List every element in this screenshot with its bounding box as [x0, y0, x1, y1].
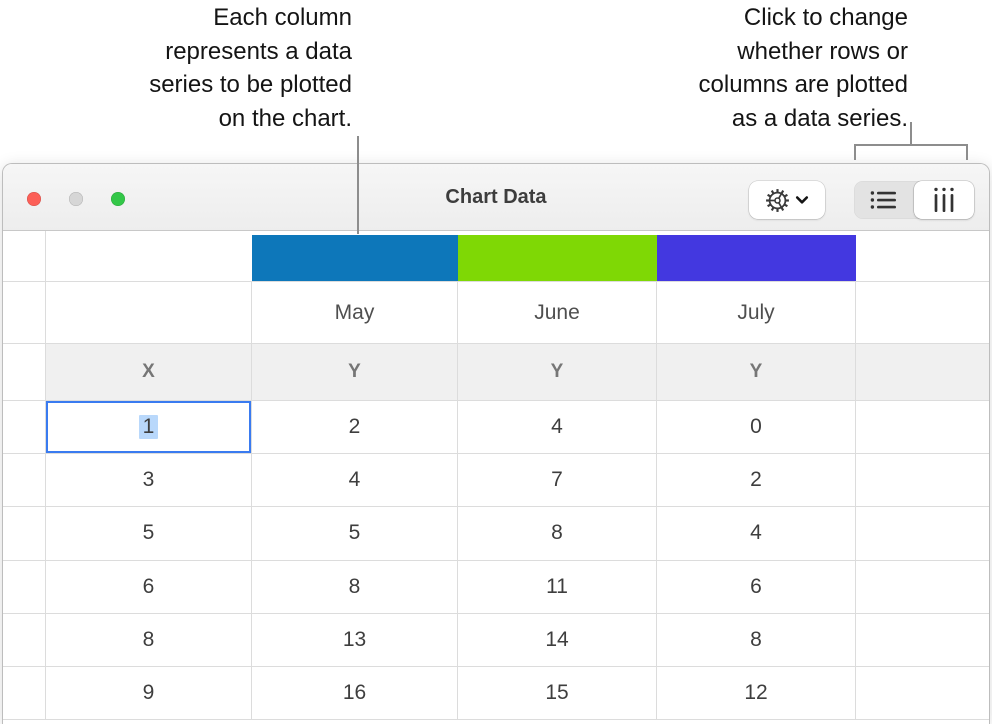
callout-right-line: columns are plotted — [698, 71, 908, 98]
data-cell[interactable]: 9 — [46, 666, 252, 721]
data-cell[interactable]: 3 — [46, 454, 252, 508]
data-cell[interactable]: 14 — [458, 613, 657, 667]
month-header-cell[interactable]: May — [252, 282, 458, 344]
data-cell[interactable]: 4 — [657, 507, 856, 561]
data-cell[interactable]: 7 — [458, 454, 657, 508]
data-cell[interactable]: 6 — [46, 560, 252, 614]
callout-right-bracket — [854, 144, 968, 146]
callout-right-bracket — [854, 144, 856, 160]
data-cell[interactable]: 4 — [458, 401, 657, 455]
row-gutter-cell — [3, 231, 46, 282]
empty-cell[interactable] — [856, 613, 989, 667]
axis-header-cell: Y — [657, 344, 856, 401]
plot-rows-button[interactable] — [854, 181, 914, 219]
window-titlebar: Chart Data — [3, 164, 989, 231]
month-header-cell[interactable]: July — [657, 282, 856, 344]
empty-cell — [856, 231, 989, 282]
row-gutter-cell — [3, 401, 46, 455]
axis-header-cell: X — [46, 344, 252, 401]
callout-left-line: series to be plotted — [149, 71, 352, 98]
data-cell[interactable]: 8 — [46, 613, 252, 667]
data-cell[interactable]: 5 — [252, 507, 458, 561]
series-color-fill — [657, 235, 856, 281]
series-color-fill — [252, 235, 458, 281]
selected-cell-text: 1 — [138, 415, 159, 440]
traffic-lights — [27, 192, 125, 206]
empty-cell[interactable] — [856, 560, 989, 614]
minimize-button[interactable] — [69, 192, 83, 206]
selected-cell[interactable]: 1 — [46, 401, 252, 455]
spacer-cell — [46, 282, 252, 344]
series-color-swatch — [458, 231, 657, 282]
empty-cell[interactable] — [856, 282, 989, 344]
callout-right-bracket — [910, 122, 912, 146]
data-cell[interactable]: 16 — [252, 666, 458, 721]
data-cell[interactable]: 0 — [657, 401, 856, 455]
data-cell[interactable]: 8 — [458, 507, 657, 561]
data-cell[interactable]: 8 — [252, 560, 458, 614]
chevron-down-icon — [794, 192, 810, 208]
chart-data-window: Chart Data — [2, 163, 990, 724]
callout-right: Click to change whether rows or columns … — [699, 1, 908, 135]
columns-icon — [932, 187, 956, 214]
callout-left-pointer-line — [357, 136, 359, 234]
callout-left-line: represents a data — [165, 37, 352, 65]
rows-icon — [870, 189, 898, 211]
data-cell[interactable]: 12 — [657, 666, 856, 721]
callout-right-bracket — [966, 144, 968, 160]
chart-data-table: May June July X Y Y Y 1 2 4 0 3 4 7 2 5 5 8 4 6 8 11 6 8 13 14 8 9 1… — [3, 231, 989, 724]
empty-cell[interactable] — [856, 666, 989, 721]
month-header-cell[interactable]: June — [458, 282, 657, 344]
empty-cell — [856, 344, 989, 401]
callout-left-line: on the chart. — [218, 104, 352, 132]
row-gutter-cell — [3, 282, 46, 344]
callout-right-line: as a data series. — [731, 104, 908, 132]
row-gutter-cell — [3, 507, 46, 561]
series-color-swatch — [657, 231, 856, 282]
empty-cell[interactable] — [856, 507, 989, 561]
empty-cell[interactable] — [856, 454, 989, 508]
row-gutter-cell — [3, 454, 46, 508]
zoom-button[interactable] — [111, 192, 125, 206]
plot-axis-segmented-control — [854, 181, 974, 219]
empty-cell[interactable] — [856, 401, 989, 455]
axis-header-cell: Y — [252, 344, 458, 401]
data-cell[interactable]: 2 — [657, 454, 856, 508]
axis-header-cell: Y — [458, 344, 657, 401]
callout-left-line: Each column — [213, 4, 352, 31]
callout-right-line: whether rows or — [737, 37, 908, 65]
callout-left: Each column represents a data series to … — [149, 1, 352, 135]
data-cell[interactable]: 13 — [252, 613, 458, 667]
plot-columns-button[interactable] — [914, 181, 974, 219]
data-cell[interactable]: 15 — [458, 666, 657, 721]
row-gutter-cell — [3, 666, 46, 721]
row-gutter-cell — [3, 613, 46, 667]
series-color-swatch — [252, 231, 458, 282]
callout-right-line: Click to change — [743, 4, 908, 31]
data-cell[interactable]: 8 — [657, 613, 856, 667]
data-cell[interactable]: 5 — [46, 507, 252, 561]
series-color-fill — [458, 235, 657, 281]
chart-options-button[interactable] — [749, 181, 825, 219]
data-cell[interactable]: 6 — [657, 560, 856, 614]
data-cell[interactable]: 2 — [252, 401, 458, 455]
window-title: Chart Data — [445, 186, 547, 208]
gear-icon — [764, 187, 791, 214]
row-gutter-cell — [3, 560, 46, 614]
data-cell[interactable]: 11 — [458, 560, 657, 614]
swatch-spacer-cell — [46, 231, 252, 282]
row-gutter-cell — [3, 344, 46, 401]
close-button[interactable] — [27, 192, 41, 206]
data-cell[interactable]: 4 — [252, 454, 458, 508]
